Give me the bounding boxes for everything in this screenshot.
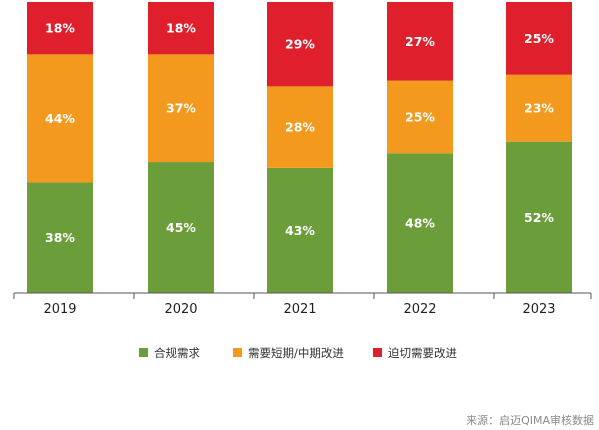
data-label-2021-series-1: 43% bbox=[285, 223, 315, 238]
bar-segment-2022-series-1 bbox=[387, 153, 453, 293]
bar-segment-2021-series-3 bbox=[267, 2, 333, 87]
bar-segment-2019-series-1 bbox=[27, 182, 93, 293]
bar-segment-2021-series-2 bbox=[267, 86, 333, 168]
bar-segment-2020-series-1 bbox=[148, 162, 214, 293]
x-tick-label-2020: 2020 bbox=[164, 302, 197, 317]
bar-segment-2023-series-2 bbox=[506, 74, 572, 142]
data-label-2020-series-2: 37% bbox=[166, 101, 196, 116]
data-label-2019-series-1: 38% bbox=[45, 230, 75, 245]
data-label-2021-series-2: 28% bbox=[285, 120, 315, 135]
x-tick-label-2023: 2023 bbox=[522, 302, 555, 317]
bar-segment-2023-series-1 bbox=[506, 141, 572, 293]
bars-group: 38% 44% 18% 45% 37% 18% 43% 28% 29% 48% 25% 27% 52% 2… bbox=[27, 2, 572, 293]
legend: 合规需求 需要短期/中期改进 迫切需要改进 bbox=[139, 346, 457, 360]
data-label-2020-series-3: 18% bbox=[166, 21, 196, 36]
data-label-2022-series-2: 25% bbox=[405, 109, 435, 124]
legend-label-2: 需要短期/中期改进 bbox=[248, 346, 344, 360]
data-label-2021-series-3: 29% bbox=[285, 37, 315, 52]
legend-swatch-3 bbox=[373, 348, 382, 357]
x-tick-label-2022: 2022 bbox=[403, 302, 436, 317]
bar-segment-2020-series-3 bbox=[148, 2, 214, 55]
bar-segment-2023-series-3 bbox=[506, 2, 572, 75]
data-label-2020-series-1: 45% bbox=[166, 220, 196, 235]
bar-segment-2022-series-3 bbox=[387, 2, 453, 81]
data-label-2023-series-3: 25% bbox=[524, 31, 554, 46]
data-label-2022-series-3: 27% bbox=[405, 34, 435, 49]
source-note: 来源：启迈QIMA审核数据 bbox=[466, 413, 594, 427]
bar-segment-2020-series-2 bbox=[148, 54, 214, 163]
legend-label-1: 合规需求 bbox=[154, 346, 200, 360]
data-label-2022-series-1: 48% bbox=[405, 216, 435, 231]
bar-segment-2022-series-2 bbox=[387, 80, 453, 154]
data-label-2023-series-1: 52% bbox=[524, 210, 554, 225]
data-label-2023-series-2: 23% bbox=[524, 101, 554, 116]
bar-segment-2021-series-1 bbox=[267, 167, 333, 293]
x-axis-ticks: 2019 2020 2021 2022 2023 bbox=[13, 293, 592, 317]
bar-segment-2019-series-2 bbox=[27, 54, 93, 183]
legend-label-3: 迫切需要改进 bbox=[388, 346, 457, 360]
legend-swatch-2 bbox=[233, 348, 242, 357]
x-tick-label-2021: 2021 bbox=[283, 302, 316, 317]
legend-swatch-1 bbox=[139, 348, 148, 357]
x-tick-label-2019: 2019 bbox=[43, 302, 76, 317]
data-label-2019-series-2: 44% bbox=[45, 111, 75, 126]
bar-segment-2019-series-3 bbox=[27, 2, 93, 55]
data-label-2019-series-3: 18% bbox=[45, 21, 75, 36]
